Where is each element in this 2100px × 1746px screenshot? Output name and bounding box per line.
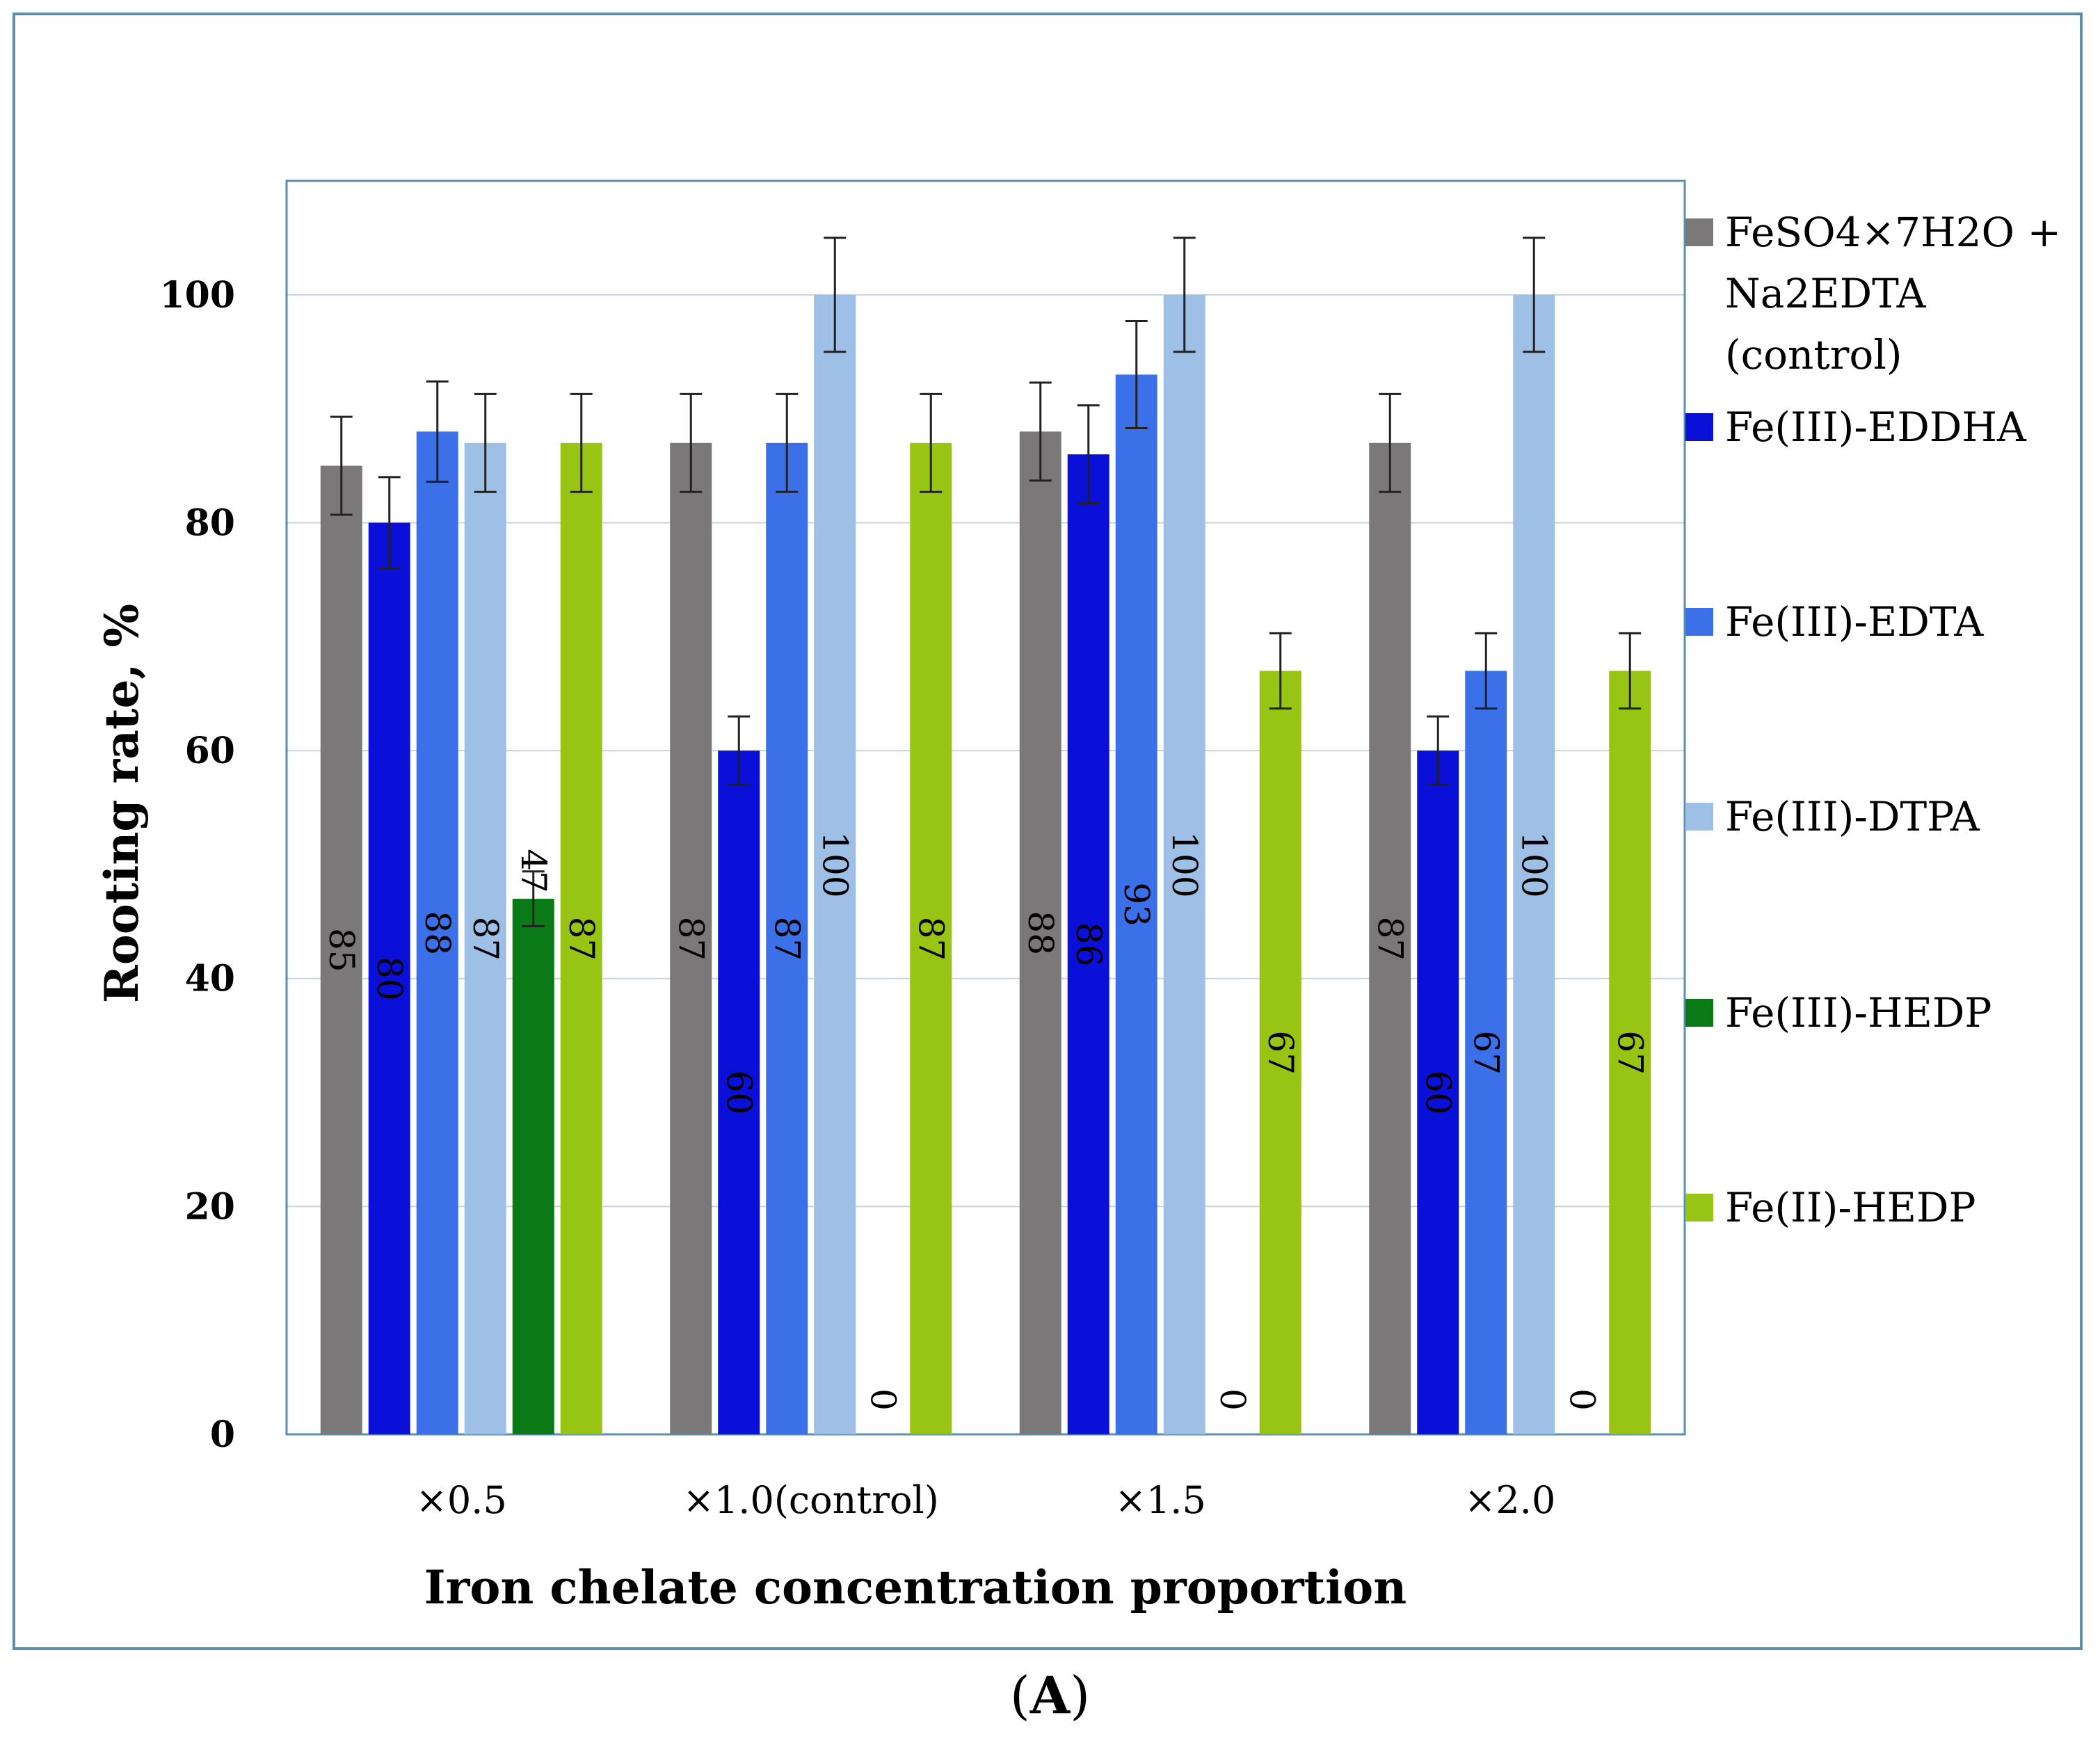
bar xyxy=(416,431,458,1434)
bar xyxy=(320,465,362,1435)
y-tick-label: 80 xyxy=(185,502,235,544)
x-axis-ticks: ×0.5 ×1.0(control) ×1.5 ×2.0 xyxy=(416,1478,1556,1522)
legend-entry: Fe(III)-HEDP xyxy=(1685,989,1991,1036)
bar xyxy=(464,442,506,1435)
legend-swatch xyxy=(1685,218,1713,246)
bar xyxy=(1019,431,1061,1434)
bar xyxy=(718,751,760,1434)
data-label: 80 xyxy=(369,956,410,1001)
data-label: 87 xyxy=(1370,917,1410,961)
error-bars xyxy=(330,237,1642,927)
data-label: 67 xyxy=(1610,1030,1650,1075)
legend-entry: Fe(III)-EDTA xyxy=(1685,598,1984,646)
data-label: 93 xyxy=(1116,882,1157,927)
legend-swatch xyxy=(1685,1194,1713,1222)
legend-swatch xyxy=(1685,999,1713,1027)
bar xyxy=(670,442,712,1435)
data-label: 100 xyxy=(1164,831,1205,897)
bar xyxy=(1465,671,1507,1434)
data-label: 0 xyxy=(1562,1388,1602,1411)
legend-entry: Fe(III)-EDDHA xyxy=(1685,403,2027,451)
data-label: 86 xyxy=(1068,922,1109,967)
legend-entry: Fe(III)-DTPA xyxy=(1685,793,1980,840)
legend-swatch xyxy=(1685,413,1713,441)
x-tick-label: ×1.0(control) xyxy=(683,1478,939,1522)
data-label: 88 xyxy=(417,911,458,955)
data-label: 87 xyxy=(671,917,711,961)
data-label: 0 xyxy=(863,1388,903,1411)
data-label: 67 xyxy=(1260,1030,1301,1075)
data-label: 100 xyxy=(815,831,855,897)
legend-label: Na2EDTA xyxy=(1725,270,1927,317)
bar xyxy=(1067,454,1109,1435)
legend-label: Fe(II)-HEDP xyxy=(1725,1184,1976,1231)
y-axis-ticks: 0 20 40 60 80 100 xyxy=(159,274,235,1456)
bar xyxy=(910,442,952,1435)
bar xyxy=(1259,671,1301,1434)
legend: FeSO4×7H2O + Na2EDTA (control) Fe(III)-EDDH… xyxy=(1685,209,2061,1231)
bar xyxy=(1513,294,1555,1435)
bar xyxy=(1369,442,1411,1435)
figure-frame xyxy=(13,13,2083,1650)
y-axis-title: Rooting rate, % xyxy=(95,604,149,1003)
bar xyxy=(368,522,410,1434)
data-label: 88 xyxy=(1020,911,1061,955)
data-label: 100 xyxy=(1514,831,1554,897)
legend-label: FeSO4×7H2O + xyxy=(1725,209,2061,256)
bar xyxy=(814,294,856,1435)
bars xyxy=(320,294,1651,1435)
bar xyxy=(1115,374,1157,1434)
x-tick-label: ×1.5 xyxy=(1115,1478,1206,1522)
data-label: 67 xyxy=(1466,1030,1506,1075)
data-label: 87 xyxy=(465,917,506,961)
x-tick-label: ×2.0 xyxy=(1464,1478,1555,1522)
legend-label: Fe(III)-HEDP xyxy=(1725,989,1991,1036)
y-tick-label: 60 xyxy=(185,730,235,772)
legend-entry: FeSO4×7H2O + Na2EDTA (control) xyxy=(1685,209,2061,378)
bar xyxy=(1163,294,1205,1435)
bar xyxy=(1609,671,1651,1434)
data-label: 0 xyxy=(1212,1388,1253,1411)
legend-label: Fe(III)-EDTA xyxy=(1725,598,1984,646)
legend-swatch xyxy=(1685,803,1713,831)
plot-area xyxy=(285,179,1686,1436)
x-axis-title: Iron chelate concentration proportion xyxy=(424,1560,1406,1615)
panel-caption: (A) xyxy=(1009,1666,1091,1726)
x-tick-label: ×0.5 xyxy=(416,1478,507,1522)
y-tick-label: 0 xyxy=(210,1413,235,1456)
data-label: 87 xyxy=(911,917,951,961)
legend-label: Fe(III)-DTPA xyxy=(1725,793,1980,840)
data-label: 60 xyxy=(719,1071,759,1115)
y-tick-label: 20 xyxy=(185,1185,235,1228)
bar xyxy=(512,899,554,1434)
bar xyxy=(766,442,808,1435)
data-label: 60 xyxy=(1418,1071,1458,1115)
legend-entry: Fe(II)-HEDP xyxy=(1685,1184,1976,1231)
legend-label: Fe(III)-EDDHA xyxy=(1725,403,2027,451)
bar xyxy=(560,442,602,1435)
legend-swatch xyxy=(1685,608,1713,636)
y-tick-label: 100 xyxy=(159,274,235,317)
data-label: 85 xyxy=(321,928,362,972)
data-label: 87 xyxy=(767,917,807,961)
legend-label: (control) xyxy=(1725,331,1902,378)
data-label: 47 xyxy=(513,849,554,893)
data-label: 87 xyxy=(561,917,602,961)
bar xyxy=(1417,751,1459,1434)
y-tick-label: 40 xyxy=(185,958,235,1000)
